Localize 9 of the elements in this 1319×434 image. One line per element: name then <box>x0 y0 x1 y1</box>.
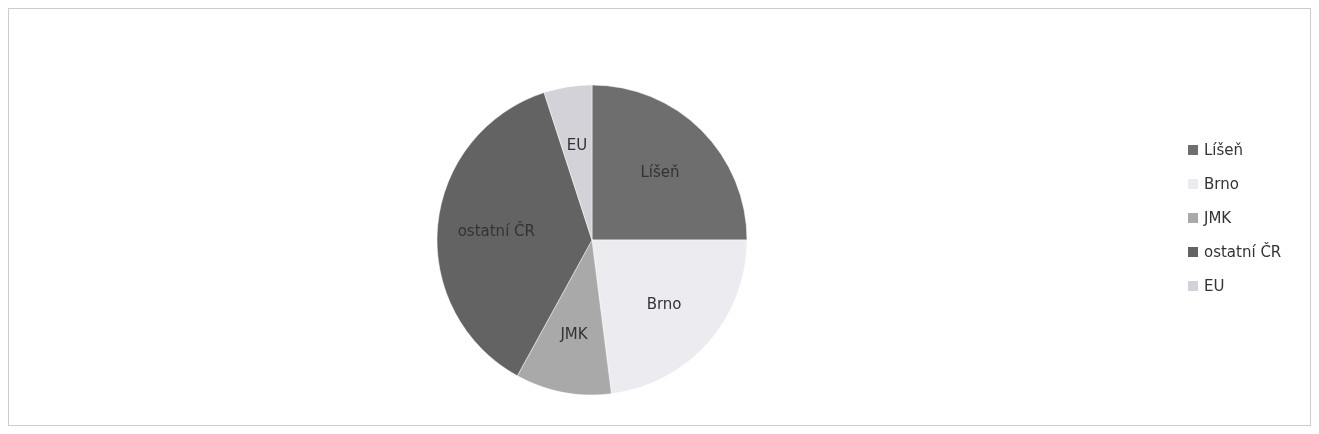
legend-label: Líšeň <box>1204 141 1244 159</box>
legend-label: EU <box>1204 277 1225 295</box>
legend-label: Brno <box>1204 175 1239 193</box>
legend-label: ostatní ČR <box>1204 242 1282 261</box>
slice-label: JMK <box>559 325 589 344</box>
slice-label: Líšeň <box>640 163 680 182</box>
slice-label: EU <box>566 136 588 155</box>
legend-label: JMK <box>1203 209 1233 227</box>
slice-label: Brno <box>646 294 682 313</box>
